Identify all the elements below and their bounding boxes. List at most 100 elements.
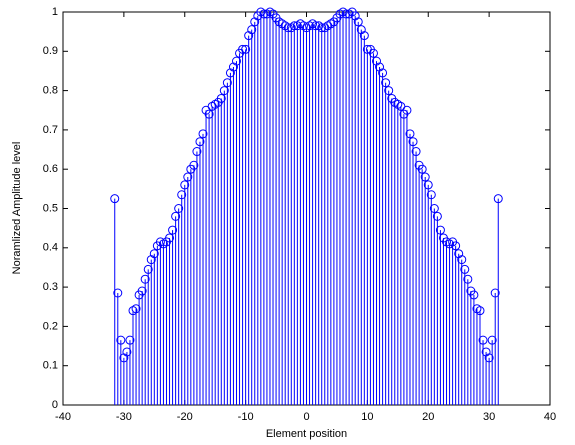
x-axis-label: Element position (266, 428, 347, 440)
x-tick-label: -30 (116, 411, 132, 423)
stem-marker (341, 9, 351, 19)
stem-marker (442, 237, 452, 247)
stem-marker (244, 31, 254, 41)
stem-marker (174, 204, 184, 213)
stem-marker (411, 147, 421, 157)
stem-marker (219, 86, 229, 96)
stem-marker (247, 25, 257, 35)
stem-marker (210, 99, 220, 109)
stem-marker (116, 335, 126, 345)
stem-marker (317, 23, 327, 33)
y-tick-label: 0.8 (43, 85, 58, 97)
x-tick-label: -20 (177, 411, 193, 423)
stem-marker (225, 68, 235, 78)
x-tick-label: 10 (361, 411, 373, 423)
stem-marker (158, 239, 168, 249)
stem-marker (286, 23, 296, 33)
stem-marker (445, 239, 455, 249)
y-tick-label: 0.3 (43, 281, 58, 293)
stem-marker (460, 264, 470, 274)
y-tick-label: 0.5 (43, 202, 58, 214)
stem-marker (171, 211, 181, 221)
stem-marker (140, 274, 150, 284)
stem-marker (283, 23, 293, 33)
stem-marker (384, 86, 394, 96)
stem-marker (359, 31, 369, 41)
stem-marker (256, 7, 266, 17)
stem-marker (356, 25, 366, 35)
stem-marker (180, 180, 190, 190)
stem-marker (265, 7, 275, 17)
stem-marker (426, 190, 436, 200)
stem-marker (353, 17, 363, 27)
stem-marker (231, 56, 241, 66)
stem-marker (195, 137, 205, 147)
stem-marker (484, 353, 494, 363)
stem-marker (344, 9, 354, 19)
stem-marker (137, 286, 147, 296)
stem-marker (143, 264, 153, 274)
stem-marker (292, 21, 302, 31)
stem-marker (113, 288, 123, 298)
stem-marker (222, 78, 232, 88)
stem-marker (402, 105, 412, 115)
stem-marker (423, 180, 433, 190)
stem-marker (250, 17, 260, 27)
stem-marker (350, 11, 360, 21)
stem-marker (487, 335, 497, 345)
stem-marker (216, 93, 226, 103)
stem-marker (429, 204, 439, 213)
stem-marker (259, 9, 269, 19)
stem-marker (493, 194, 503, 204)
stem-marker (189, 160, 199, 170)
stem-marker (420, 172, 430, 182)
y-tick-label: 1 (52, 6, 58, 18)
stem-marker (241, 44, 251, 54)
y-tick-label: 0.4 (43, 242, 58, 254)
y-tick-label: 0 (52, 399, 58, 411)
stem-marker (128, 306, 138, 316)
stem-marker (417, 164, 427, 174)
y-tick-label: 0.7 (43, 124, 58, 136)
stem-marker (338, 7, 348, 17)
stem-marker (177, 190, 187, 200)
stem-marker (408, 137, 418, 147)
stem-marker (469, 290, 479, 300)
stem-marker (481, 347, 491, 357)
stem-marker (372, 56, 382, 66)
stem-marker (228, 62, 238, 72)
x-tick-label: 40 (544, 411, 556, 423)
stem-marker (432, 211, 442, 221)
stem-marker (314, 21, 324, 31)
stem-marker (119, 353, 129, 363)
stem-marker (378, 68, 388, 78)
stem-marker (149, 249, 159, 259)
stem-marker (454, 249, 464, 259)
stem-marker (125, 335, 135, 345)
x-tick-label: 20 (422, 411, 434, 423)
x-tick-label: 30 (483, 411, 495, 423)
stem-marker (381, 78, 391, 88)
stem-marker (490, 288, 500, 298)
stem-marker (280, 21, 290, 31)
x-tick-label: -40 (55, 411, 71, 423)
stem-marker (308, 19, 318, 29)
stem-marker (472, 304, 482, 314)
stem-marker (375, 62, 385, 72)
y-tick-label: 0.2 (43, 320, 58, 332)
stem-marker (475, 306, 485, 316)
stem-marker (435, 225, 445, 235)
stem-marker (457, 255, 467, 265)
stem-marker (204, 109, 214, 119)
stem-marker (131, 304, 141, 314)
stem-marker (238, 44, 248, 54)
stem-marker (192, 147, 202, 157)
stem-marker (262, 9, 272, 19)
x-tick-label: 0 (303, 411, 309, 423)
stem-marker (298, 21, 308, 31)
stem-marker (183, 172, 193, 182)
stem-marker (289, 21, 299, 31)
y-axis-label: Noramlized Amplitude level (11, 142, 23, 275)
